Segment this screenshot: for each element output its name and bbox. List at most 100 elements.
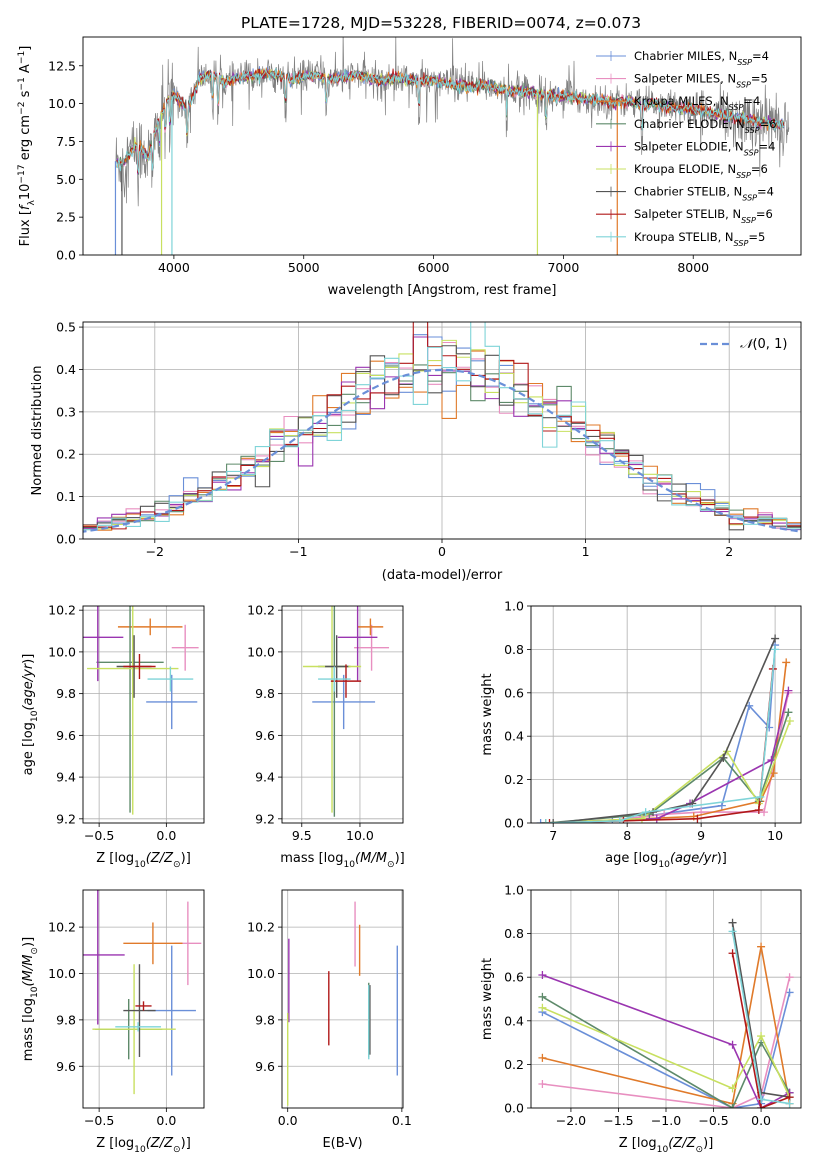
label-part: =5 xyxy=(748,230,765,244)
legend-entry: Chabrier STELIB, NSSP=4 xyxy=(596,185,774,202)
x-tick-label: 10.0 xyxy=(346,828,374,843)
error-bar-7 xyxy=(123,653,156,680)
label-part: λ xyxy=(27,200,37,206)
x-tick-label: 0.0 xyxy=(751,1113,771,1128)
weight-marker xyxy=(538,971,547,980)
y-tick-label: 10.2 xyxy=(247,603,275,618)
label-part: =4 xyxy=(752,49,769,63)
weight-marker xyxy=(641,808,650,817)
x-tick-label: 0.0 xyxy=(278,1113,298,1128)
x-tick-label: 0 xyxy=(438,544,446,559)
label-part: 10 xyxy=(343,860,355,870)
weight-marker xyxy=(757,942,766,951)
error-bar-8 xyxy=(147,666,194,692)
y-tick-label: 9.6 xyxy=(255,728,275,743)
label-part: Salpeter STELIB, N xyxy=(634,207,741,221)
error-bar-5 xyxy=(92,964,176,1095)
weight-marker xyxy=(754,805,763,814)
weight-marker xyxy=(771,645,780,654)
label-part: ] xyxy=(18,46,33,51)
axes-frame xyxy=(281,605,404,824)
legend-entry: Kroupa STELIB, NSSP=5 xyxy=(596,230,765,247)
label-part: Z [log xyxy=(96,851,134,866)
y-axis-label: mass weight xyxy=(480,958,495,1040)
weight-marker xyxy=(538,1003,547,1012)
weight-marker xyxy=(767,756,776,765)
legend-entry: Kroupa MILES, NSSP=4 xyxy=(596,94,760,112)
error-bar-5 xyxy=(87,606,179,815)
x-tick-label: 0.0 xyxy=(156,828,176,843)
x-tick-label: 8 xyxy=(623,828,631,843)
label-part: −1 xyxy=(17,77,27,90)
x-axis-label: age [log10(age/yr)] xyxy=(605,851,727,870)
weight-marker xyxy=(728,1104,737,1108)
y-tick-label: 10.2 xyxy=(48,603,76,618)
label-part: ⊙ xyxy=(30,947,40,955)
error-bar-7 xyxy=(330,664,362,698)
legend-label: Chabrier MILES, NSSP=4 xyxy=(634,49,769,67)
legend-entry: Salpeter STELIB, NSSP=6 xyxy=(596,207,773,225)
weight-marker xyxy=(637,814,646,823)
weight-marker xyxy=(785,973,794,982)
error-bar-4 xyxy=(83,606,124,682)
plot-area xyxy=(536,634,794,823)
plot-area xyxy=(83,606,199,815)
weight-marker xyxy=(728,1040,737,1049)
label-part: ⊙ xyxy=(173,860,181,870)
y-tick-label: 9.2 xyxy=(56,811,76,826)
label-part: age [log xyxy=(21,722,36,775)
weight-line-1 xyxy=(542,977,791,1108)
weight-marker xyxy=(784,686,793,695)
y-tick-label: 0.8 xyxy=(504,926,524,941)
y-tick-label: 9.8 xyxy=(255,1012,275,1027)
mass-weight-vs-metallicity-panel: −2.0 −1.5 −1.0 −0.5 0.0 0.0 0.2 0.4 0.6 0.8 1.0 Z [… xyxy=(480,883,802,1155)
label-part: 10 xyxy=(134,1145,146,1155)
weight-marker xyxy=(541,819,550,823)
y-tick-label: 10.0 xyxy=(48,966,76,981)
weight-marker xyxy=(760,808,769,817)
weight-line-0 xyxy=(542,992,791,1108)
x-axis-label: wavelength [Angstrom, rest frame] xyxy=(328,283,557,298)
y-tick-label: 0.8 xyxy=(504,642,524,657)
weight-marker xyxy=(545,819,554,823)
label-part: age [log xyxy=(605,851,658,866)
label-part: )] xyxy=(181,1136,191,1151)
y-tick-label: 0.4 xyxy=(504,729,524,744)
legend: Chabrier MILES, NSSP=4 Salpeter MILES, N S… xyxy=(596,49,777,247)
axes-frame xyxy=(82,889,205,1109)
label-part: Z [log xyxy=(96,1136,134,1151)
x-tick-label: 5000 xyxy=(288,260,320,275)
y-tick-label: 1.0 xyxy=(504,599,524,614)
model-fit-2 xyxy=(116,66,784,170)
label-part: )] xyxy=(717,851,727,866)
x-tick-label: 9.5 xyxy=(292,828,312,843)
y-tick-label: 0.4 xyxy=(56,362,76,377)
error-bar-4 xyxy=(83,890,125,1025)
label-part: −2 xyxy=(17,102,27,115)
x-tick-label: 0.0 xyxy=(156,1113,176,1128)
label-part: SSP xyxy=(742,193,757,202)
x-axis-label: mass [log10(M/M⊙)] xyxy=(280,851,404,870)
error-bar-1 xyxy=(171,624,199,671)
label-part: SSP xyxy=(741,216,756,225)
label-part: Salpeter MILES, N xyxy=(634,72,736,86)
label-part: ⊙ xyxy=(696,1145,704,1155)
label-part: =5 xyxy=(751,72,768,86)
error-bar-8 xyxy=(115,1022,161,1032)
weight-marker xyxy=(538,1080,547,1089)
label-part: =6 xyxy=(760,117,777,131)
age-vs-mass-panel: 9.5 10.0 9.2 9.4 9.6 9.8 10.0 10.2 mass [log10(M… xyxy=(247,603,405,870)
y-tick-label: 0.4 xyxy=(504,1013,524,1028)
y-tick-label: 2.5 xyxy=(56,210,76,225)
x-tick-label: −1 xyxy=(289,544,307,559)
weight-marker xyxy=(693,814,702,823)
weight-marker xyxy=(719,753,728,762)
x-tick-label: −2.0 xyxy=(556,1113,586,1128)
weight-marker xyxy=(717,801,726,810)
y-tick-label: 9.2 xyxy=(255,811,275,826)
x-tick-label: −1.5 xyxy=(603,1113,633,1128)
y-tick-label: 0.0 xyxy=(56,248,76,263)
y-tick-label: 5.0 xyxy=(56,172,76,187)
label-part: Chabrier ELODIE, N xyxy=(634,117,745,131)
label-part: Chabrier STELIB, N xyxy=(634,185,742,199)
